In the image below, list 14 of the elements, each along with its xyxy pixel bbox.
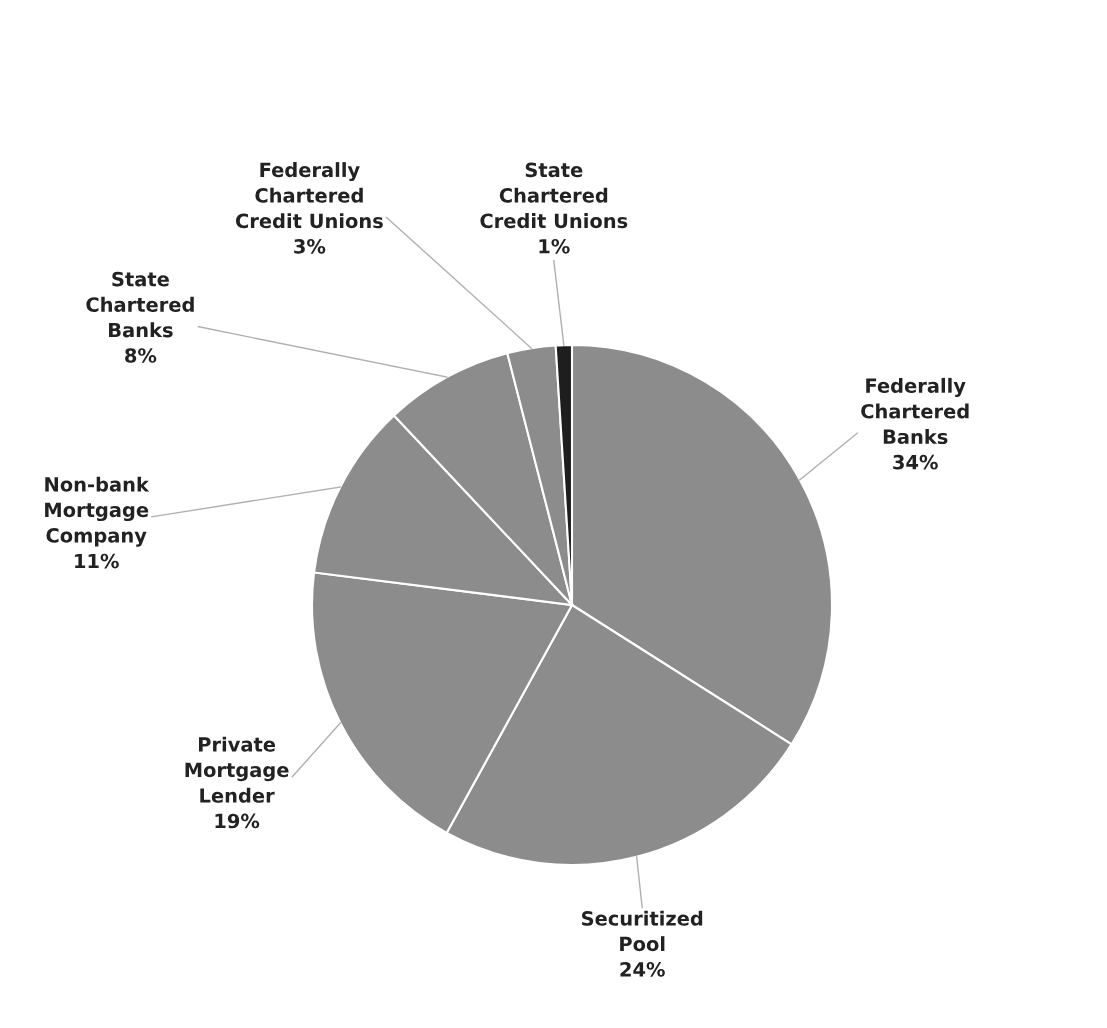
data-label: 11% [75,553,119,569]
slice-label: Securitized Pool [582,910,703,952]
data-label: 3% [294,239,326,254]
data-label: 1% [539,238,570,254]
slice-label: State Chartered Credit Unions [480,162,628,229]
slice-label: State Chartered Banks [86,271,194,338]
slice-label: Non-bank Mortgage Company [45,476,150,547]
slice-label: Private Mortgage Lender [185,736,289,803]
data-label: 24% [620,962,665,977]
data-label: 8% [125,348,157,363]
data-label: 19% [215,813,260,829]
data-label: 34% [893,454,938,470]
slice-label: Federally Chartered Banks [861,377,969,445]
slice-label: Federally Chartered Credit Unions [235,162,383,229]
